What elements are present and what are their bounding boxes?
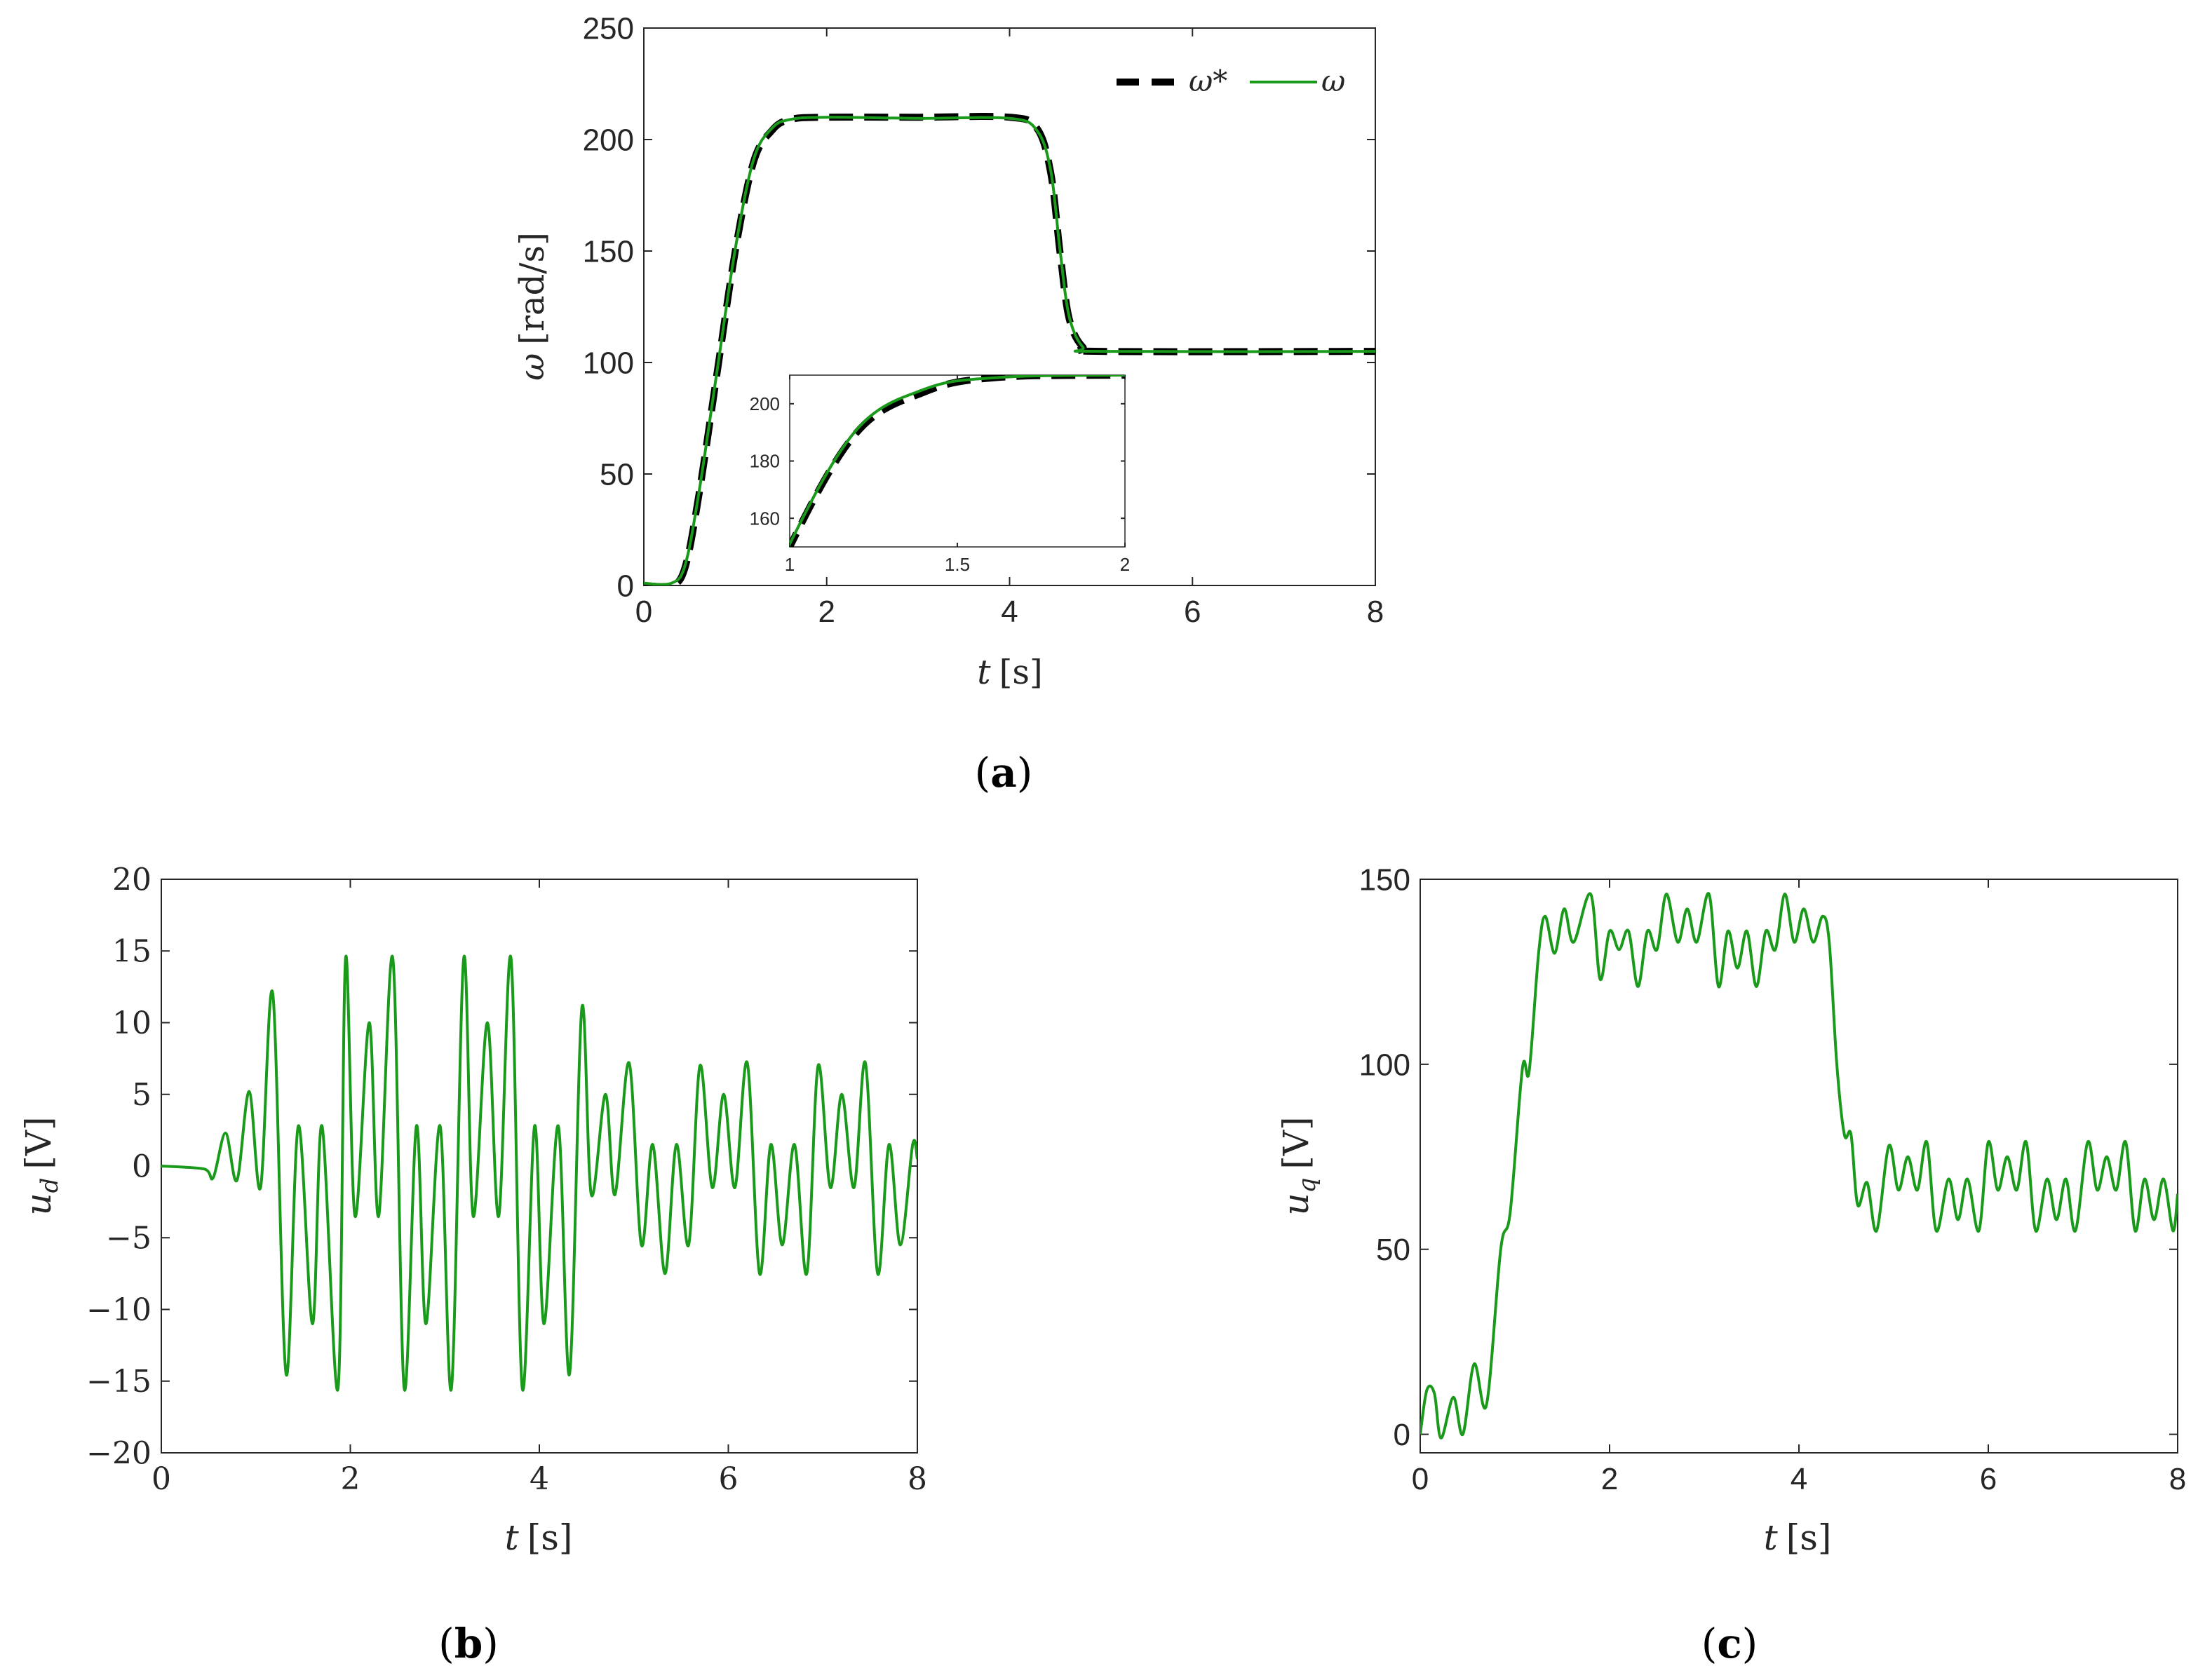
chart-a-lines [644,113,1375,585]
chart-c-xtick-label: 0 [1412,1462,1429,1496]
chart-b-xtick-label: 0 [151,1461,171,1497]
chart-a-panel-label: (a) [975,749,1033,797]
chart-a-legend: ω* ω [1117,64,1345,98]
chart-a-ytick-label: 100 [583,346,634,380]
chart-c-ytick-label: 0 [1394,1418,1410,1452]
legend-label-reference: ω* [1189,64,1227,98]
chart-c-xtick-label: 8 [2169,1462,2186,1496]
chart-a-ytick-label: 0 [617,569,634,603]
chart-a-ytick-label: 200 [583,123,634,157]
chart-a-inset-xtick-label: 1 [785,554,795,575]
chart-c-series-measured [1420,892,2178,1439]
chart-b-xtick-label: 4 [530,1461,549,1497]
chart-b-ytick-label: 10 [112,1005,151,1041]
chart-a-xtick-label: 8 [1367,595,1384,629]
chart-a-inset-ytick-label: 160 [750,508,780,529]
chart-c-lines [1420,892,2178,1439]
chart-a-xtick-label: 4 [1001,595,1018,629]
chart-b-ytick-label: 20 [112,862,151,897]
chart-c-xtick-label: 6 [1980,1462,1997,1496]
chart-b-ytick-label: 15 [112,934,151,970]
chart-a-inset-ytick-label: 200 [750,393,780,414]
chart-b-plot-area [161,879,918,1454]
chart-c-panel-label: (c) [1701,1620,1758,1667]
chart-b-ytick-label: −20 [86,1435,151,1471]
chart-a-inset: 1 1.5 2 160 180 200 [750,374,1130,575]
chart-b-panel-label: (b) [438,1620,499,1667]
chart-c-plot-area [1420,879,2178,1454]
chart-a-ticks: 0 2 4 6 8 0 50 100 150 200 250 [583,11,1384,629]
chart-b-lines [161,954,917,1392]
chart-b-ticks: 0 2 4 6 8 −20 −15 −10 −5 0 5 10 15 20 [86,862,927,1497]
chart-c-ytick-label: 100 [1359,1048,1410,1082]
chart-c-ylabel: uq[V] [1276,1116,1321,1215]
chart-a-xtick-label: 0 [635,595,652,629]
chart-b-ytick-label: −10 [86,1292,151,1328]
chart-b-ytick-label: −5 [106,1221,151,1256]
chart-a-inset-frame [789,374,1126,548]
chart-a-xtick-label: 6 [1184,595,1201,629]
chart-a-ylabel: ω[rad/s] [513,232,552,381]
chart-b-ytick-label: −15 [86,1364,151,1400]
chart-b-xtick-label: 8 [908,1461,927,1497]
chart-a-xlabel: t [s] [977,653,1042,692]
chart-c-xlabel: t [s] [1764,1517,1832,1558]
chart-c-xtick-label: 4 [1791,1462,1807,1496]
chart-b-xtick-label: 6 [719,1461,739,1497]
chart-a-xtick-label: 2 [818,595,835,629]
chart-a-ytick-label: 250 [583,11,634,46]
chart-c: 0 2 4 6 8 0 50 100 150 t [s] uq[V] (c) [1276,862,2186,1667]
chart-b: 0 2 4 6 8 −20 −15 −10 −5 0 5 10 15 20 t [s] ud[V] (b) [18,862,927,1667]
chart-b-ytick-label: 5 [132,1077,151,1113]
chart-a-ytick-label: 50 [600,457,634,492]
chart-a-ytick-label: 150 [583,234,634,269]
chart-b-xtick-label: 2 [341,1461,360,1497]
chart-c-ticks: 0 2 4 6 8 0 50 100 150 [1359,862,2187,1496]
chart-c-ytick-label: 50 [1376,1233,1410,1267]
chart-c-xtick-label: 2 [1601,1462,1618,1496]
chart-b-series-measured [161,954,917,1392]
chart-b-ytick-label: 0 [132,1149,151,1184]
legend-label-measured: ω [1321,64,1345,98]
chart-a-inset-series-reference [790,375,1125,547]
chart-a: 0 2 4 6 8 0 50 100 150 200 250 1 1.5 2 160 180 200 ω* ω… [513,11,1384,797]
chart-b-xlabel: t [s] [505,1517,573,1558]
chart-a-inset-xtick-label: 1.5 [945,554,970,575]
chart-a-series-measured [644,116,1375,585]
chart-a-inset-xtick-label: 2 [1120,554,1130,575]
chart-b-ylabel: ud[V] [18,1116,64,1215]
chart-c-ytick-label: 150 [1359,862,1410,897]
chart-a-inset-ytick-label: 180 [750,451,780,472]
chart-a-inset-series-measured [790,375,1125,547]
